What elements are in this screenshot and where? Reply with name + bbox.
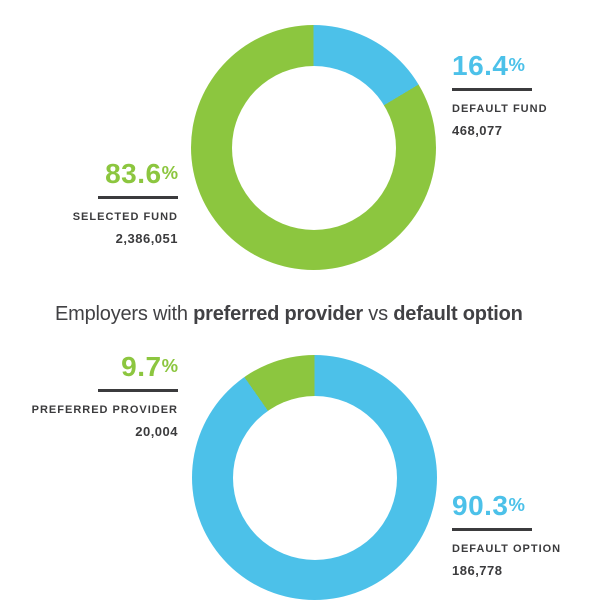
- default-fund-callout: 16.4% DEFAULT FUND 468,077: [452, 52, 548, 138]
- preferred-provider-label: PREFERRED PROVIDER: [31, 404, 178, 416]
- selected-fund-label: SELECTED FUND: [72, 211, 178, 223]
- default-option-percentage: 90.3%: [452, 490, 525, 521]
- selected-fund-callout: 83.6% SELECTED FUND 2,386,051: [73, 160, 178, 246]
- donut-hole: [232, 395, 397, 560]
- default-option-label: DEFAULT OPTION: [452, 543, 562, 555]
- percent-sign: %: [161, 161, 178, 183]
- default-fund-percentage: 16.4%: [452, 50, 525, 81]
- title-regular-2: vs: [362, 303, 394, 325]
- percent-sign: %: [161, 354, 178, 376]
- funds-donut-chart: [191, 25, 436, 270]
- title-regular-1: Employers with: [55, 303, 194, 325]
- section-title: Employers with preferred provider vs def…: [55, 303, 523, 326]
- default-option-callout: 90.3% DEFAULT OPTION 186,778: [452, 492, 561, 578]
- preferred-provider-value: 20,004: [135, 424, 178, 439]
- default-fund-value: 468,077: [452, 123, 503, 138]
- selected-fund-percentage: 83.6%: [105, 158, 178, 189]
- default-option-value: 186,778: [452, 563, 503, 578]
- percent-sign: %: [508, 53, 525, 75]
- percent-sign: %: [508, 493, 525, 515]
- preferred-provider-callout: 9.7% PREFERRED PROVIDER 20,004: [32, 353, 178, 439]
- callout-divider: [452, 88, 532, 91]
- callout-divider: [98, 196, 178, 199]
- callout-divider: [98, 389, 178, 392]
- preferred-provider-percentage: 9.7%: [121, 351, 178, 382]
- title-bold-default-option: default option: [393, 303, 523, 325]
- donut-hole: [231, 65, 396, 230]
- selected-fund-value: 2,386,051: [115, 231, 178, 246]
- callout-divider: [452, 528, 532, 531]
- employers-donut-chart: [192, 355, 437, 600]
- default-fund-label: DEFAULT FUND: [452, 103, 548, 115]
- title-bold-preferred-provider: preferred provider: [193, 303, 363, 325]
